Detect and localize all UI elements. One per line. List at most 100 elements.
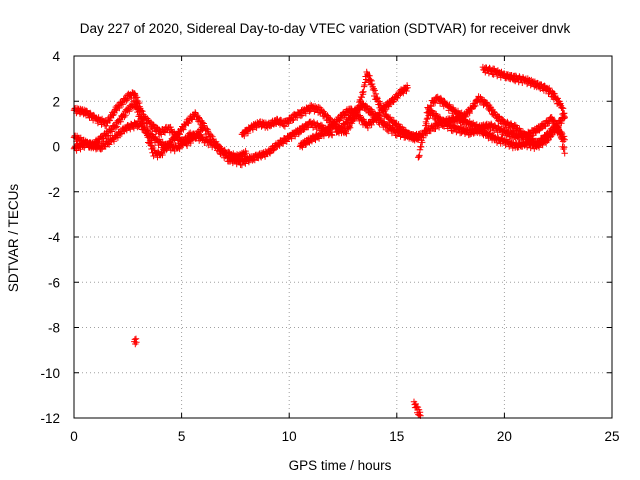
data-point — [372, 90, 380, 98]
data-point — [529, 132, 536, 139]
data-point — [386, 114, 394, 121]
data-point — [345, 123, 352, 130]
y-axis-label: SDTVAR / TECUs — [6, 184, 21, 293]
data-point — [404, 84, 411, 91]
series-track-d — [238, 68, 422, 144]
data-point — [385, 103, 392, 110]
y-tick-label: -4 — [48, 230, 60, 245]
data-point — [113, 123, 121, 130]
data-point — [320, 132, 328, 140]
data-points — [70, 63, 568, 419]
data-point — [560, 133, 568, 140]
data-point — [371, 87, 378, 94]
data-point — [148, 145, 155, 153]
data-point — [346, 124, 354, 131]
data-point — [288, 135, 295, 142]
data-point — [432, 125, 439, 132]
data-point — [134, 106, 142, 113]
data-point — [302, 110, 309, 117]
axis-ticks: 0 5 10 15 20 25 -12 -10 -8 -6 -4 -2 0 2 4 — [40, 49, 619, 444]
x-tick-label: 20 — [497, 429, 512, 444]
data-point — [176, 145, 183, 153]
data-point — [296, 129, 304, 136]
data-point — [324, 129, 331, 136]
data-point — [126, 108, 133, 115]
data-point — [294, 114, 301, 121]
plot-frame — [73, 55, 613, 419]
data-point — [130, 125, 138, 132]
data-point — [122, 112, 129, 119]
data-point — [335, 129, 343, 137]
data-point — [343, 130, 350, 137]
data-point — [180, 126, 187, 133]
series-track-j — [479, 63, 568, 121]
data-point — [123, 97, 130, 104]
series-track-c — [70, 118, 336, 169]
data-point — [419, 131, 426, 138]
series-track-i — [423, 104, 568, 152]
data-point — [416, 411, 423, 419]
data-point — [430, 98, 437, 105]
data-point — [551, 117, 558, 125]
data-point — [440, 116, 447, 124]
y-tick-label: 4 — [52, 49, 60, 64]
data-point — [176, 130, 183, 137]
data-point — [368, 80, 376, 88]
data-point — [424, 104, 431, 111]
data-point — [244, 129, 252, 137]
data-point — [561, 144, 568, 151]
data-point — [344, 119, 351, 127]
data-point — [343, 119, 351, 126]
data-point — [539, 141, 546, 149]
data-point — [133, 102, 140, 110]
data-point — [550, 117, 557, 124]
data-point — [238, 161, 246, 169]
data-point — [117, 118, 124, 125]
data-point — [124, 96, 131, 103]
data-point — [368, 106, 375, 113]
y-tick-label: -12 — [40, 411, 60, 426]
data-point — [133, 339, 140, 346]
data-point — [292, 133, 299, 140]
data-point — [417, 143, 425, 151]
data-point — [372, 110, 379, 117]
data-point — [511, 121, 518, 129]
data-point — [341, 112, 348, 119]
data-point — [381, 106, 389, 113]
data-point — [329, 132, 336, 139]
data-point — [133, 94, 141, 101]
data-point — [112, 124, 119, 131]
y-tick-label: -10 — [40, 366, 60, 381]
data-point — [500, 117, 507, 124]
y-tick-label: 2 — [52, 94, 60, 109]
data-point — [358, 94, 365, 101]
data-point — [360, 88, 367, 95]
chart-title: Day 227 of 2020, Sidereal Day-to-day VTE… — [80, 21, 571, 36]
data-point — [171, 137, 178, 144]
y-tick-label: -2 — [48, 185, 60, 200]
data-point — [299, 144, 306, 151]
data-point — [472, 102, 479, 110]
y-tick-label: -6 — [48, 275, 60, 290]
data-point — [114, 134, 122, 141]
data-point — [416, 152, 423, 159]
data-point — [528, 132, 535, 140]
data-point — [77, 146, 84, 153]
series-outlier-a — [131, 335, 140, 348]
series-track-f — [333, 100, 426, 143]
data-point — [558, 104, 566, 111]
data-point — [362, 79, 369, 86]
data-point — [285, 120, 292, 127]
x-axis-label: GPS time / hours — [289, 458, 392, 473]
data-point — [437, 94, 444, 102]
data-point — [108, 128, 116, 135]
data-point — [402, 134, 409, 141]
data-point — [97, 146, 105, 153]
data-point — [547, 132, 555, 140]
data-point — [116, 104, 123, 112]
data-point — [207, 132, 215, 139]
data-point — [423, 115, 431, 123]
data-point — [535, 144, 543, 151]
